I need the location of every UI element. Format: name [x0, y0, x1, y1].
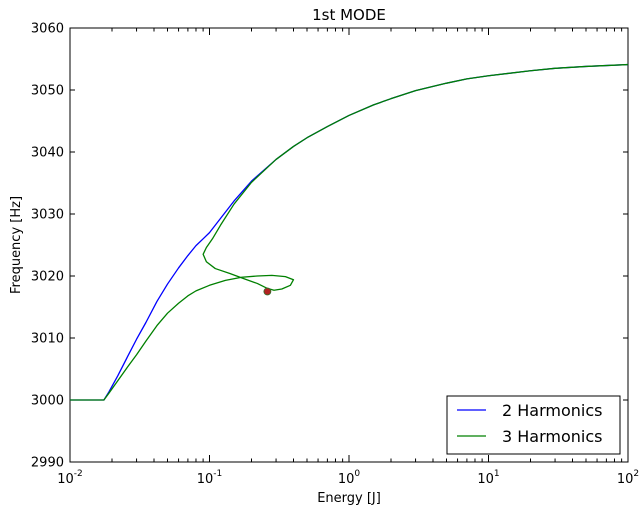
x-axis-label: Energy [J] — [317, 491, 381, 506]
legend-box — [446, 395, 621, 455]
chart-title: 1st MODE — [312, 6, 386, 24]
x-tick-label: 100 — [338, 469, 361, 487]
y-tick-label: 3030 — [31, 208, 64, 223]
y-axis-label: Frequency [Hz] — [9, 196, 24, 294]
y-tick-label: 3060 — [31, 22, 64, 37]
y-tick-label: 3020 — [31, 270, 64, 285]
legend-label-2-harmonics: 2 Harmonics — [502, 401, 603, 420]
series-lines — [70, 63, 629, 401]
y-tick-label: 3010 — [31, 332, 64, 347]
x-tick-label: 10-2 — [57, 469, 83, 487]
legend-label-3-harmonics: 3 Harmonics — [502, 427, 603, 446]
highlight-point — [263, 287, 272, 296]
y-tick-label: 2990 — [31, 456, 64, 471]
series-line-3-harmonics — [70, 63, 629, 401]
x-tick-label: 101 — [477, 469, 499, 487]
legend: 2 Harmonics 3 Harmonics — [446, 395, 621, 455]
axis-ticks: 2990 3000 3010 3020 3030 3040 3050 3060 10-2 10-1… — [31, 22, 639, 488]
y-tick-label: 3040 — [31, 146, 64, 161]
x-tick-label: 102 — [617, 469, 639, 487]
highlight-markers — [263, 287, 272, 296]
x-tick-label: 10-1 — [197, 469, 223, 487]
y-tick-label: 3000 — [31, 394, 64, 409]
y-tick-label: 3050 — [31, 84, 64, 99]
